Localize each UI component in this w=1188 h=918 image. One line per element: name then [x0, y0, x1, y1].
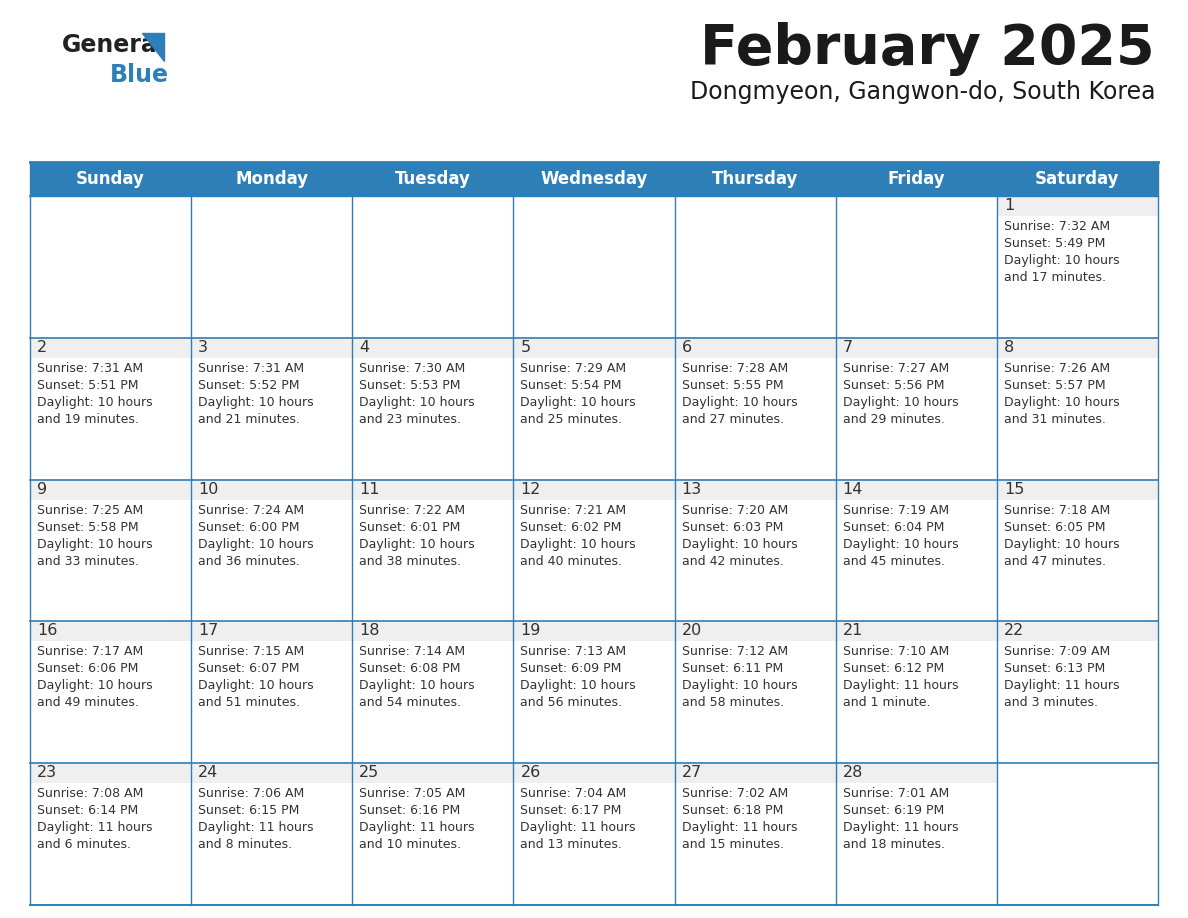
Text: 12: 12 — [520, 482, 541, 497]
Bar — [353, 763, 513, 783]
Text: Sunrise: 7:20 AM
Sunset: 6:03 PM
Daylight: 10 hours
and 42 minutes.: Sunrise: 7:20 AM Sunset: 6:03 PM Dayligh… — [682, 504, 797, 567]
Bar — [675, 621, 835, 642]
Text: Sunrise: 7:13 AM
Sunset: 6:09 PM
Daylight: 10 hours
and 56 minutes.: Sunrise: 7:13 AM Sunset: 6:09 PM Dayligh… — [520, 645, 636, 710]
Bar — [997, 338, 1158, 358]
Text: 3: 3 — [198, 340, 208, 354]
Text: Sunrise: 7:06 AM
Sunset: 6:15 PM
Daylight: 11 hours
and 8 minutes.: Sunrise: 7:06 AM Sunset: 6:15 PM Dayligh… — [198, 788, 314, 851]
Text: Wednesday: Wednesday — [541, 170, 647, 188]
Bar — [513, 763, 675, 783]
Bar — [191, 338, 353, 358]
Text: Sunrise: 7:02 AM
Sunset: 6:18 PM
Daylight: 11 hours
and 15 minutes.: Sunrise: 7:02 AM Sunset: 6:18 PM Dayligh… — [682, 788, 797, 851]
Bar — [513, 479, 675, 499]
Text: 24: 24 — [198, 766, 219, 780]
Bar — [30, 763, 191, 783]
Bar — [191, 479, 353, 499]
Text: 19: 19 — [520, 623, 541, 638]
Text: 10: 10 — [198, 482, 219, 497]
Text: Sunrise: 7:19 AM
Sunset: 6:04 PM
Daylight: 10 hours
and 45 minutes.: Sunrise: 7:19 AM Sunset: 6:04 PM Dayligh… — [842, 504, 959, 567]
Text: 7: 7 — [842, 340, 853, 354]
Bar — [675, 338, 835, 358]
Text: Sunrise: 7:21 AM
Sunset: 6:02 PM
Daylight: 10 hours
and 40 minutes.: Sunrise: 7:21 AM Sunset: 6:02 PM Dayligh… — [520, 504, 636, 567]
Bar — [353, 479, 513, 499]
Text: 23: 23 — [37, 766, 57, 780]
Text: General: General — [62, 33, 166, 57]
Bar — [835, 338, 997, 358]
Text: 9: 9 — [37, 482, 48, 497]
Text: 21: 21 — [842, 623, 864, 638]
Text: 16: 16 — [37, 623, 57, 638]
Text: 28: 28 — [842, 766, 864, 780]
Text: Sunrise: 7:28 AM
Sunset: 5:55 PM
Daylight: 10 hours
and 27 minutes.: Sunrise: 7:28 AM Sunset: 5:55 PM Dayligh… — [682, 362, 797, 426]
Bar — [997, 479, 1158, 499]
Bar — [30, 621, 191, 642]
Text: Sunrise: 7:17 AM
Sunset: 6:06 PM
Daylight: 10 hours
and 49 minutes.: Sunrise: 7:17 AM Sunset: 6:06 PM Dayligh… — [37, 645, 152, 710]
Bar — [30, 162, 1158, 196]
Text: 8: 8 — [1004, 340, 1015, 354]
Text: 6: 6 — [682, 340, 691, 354]
Text: Friday: Friday — [887, 170, 946, 188]
Text: 5: 5 — [520, 340, 531, 354]
Text: Sunrise: 7:24 AM
Sunset: 6:00 PM
Daylight: 10 hours
and 36 minutes.: Sunrise: 7:24 AM Sunset: 6:00 PM Dayligh… — [198, 504, 314, 567]
Text: 25: 25 — [359, 766, 379, 780]
Text: 11: 11 — [359, 482, 380, 497]
Bar — [30, 479, 191, 499]
Text: Sunrise: 7:25 AM
Sunset: 5:58 PM
Daylight: 10 hours
and 33 minutes.: Sunrise: 7:25 AM Sunset: 5:58 PM Dayligh… — [37, 504, 152, 567]
Text: 2: 2 — [37, 340, 48, 354]
Text: 17: 17 — [198, 623, 219, 638]
Text: Blue: Blue — [110, 63, 169, 87]
Bar — [353, 621, 513, 642]
Bar — [513, 338, 675, 358]
Text: Monday: Monday — [235, 170, 308, 188]
Text: Sunrise: 7:14 AM
Sunset: 6:08 PM
Daylight: 10 hours
and 54 minutes.: Sunrise: 7:14 AM Sunset: 6:08 PM Dayligh… — [359, 645, 475, 710]
Bar — [835, 479, 997, 499]
Bar — [997, 196, 1158, 216]
Text: 4: 4 — [359, 340, 369, 354]
Text: Sunrise: 7:15 AM
Sunset: 6:07 PM
Daylight: 10 hours
and 51 minutes.: Sunrise: 7:15 AM Sunset: 6:07 PM Dayligh… — [198, 645, 314, 710]
Text: Sunrise: 7:31 AM
Sunset: 5:51 PM
Daylight: 10 hours
and 19 minutes.: Sunrise: 7:31 AM Sunset: 5:51 PM Dayligh… — [37, 362, 152, 426]
Text: Sunrise: 7:01 AM
Sunset: 6:19 PM
Daylight: 11 hours
and 18 minutes.: Sunrise: 7:01 AM Sunset: 6:19 PM Dayligh… — [842, 788, 959, 851]
Text: Sunrise: 7:22 AM
Sunset: 6:01 PM
Daylight: 10 hours
and 38 minutes.: Sunrise: 7:22 AM Sunset: 6:01 PM Dayligh… — [359, 504, 475, 567]
Text: Sunrise: 7:05 AM
Sunset: 6:16 PM
Daylight: 11 hours
and 10 minutes.: Sunrise: 7:05 AM Sunset: 6:16 PM Dayligh… — [359, 788, 475, 851]
Text: 27: 27 — [682, 766, 702, 780]
Text: February 2025: February 2025 — [701, 22, 1155, 76]
Text: 22: 22 — [1004, 623, 1024, 638]
Text: Sunrise: 7:29 AM
Sunset: 5:54 PM
Daylight: 10 hours
and 25 minutes.: Sunrise: 7:29 AM Sunset: 5:54 PM Dayligh… — [520, 362, 636, 426]
Bar — [353, 338, 513, 358]
Text: Tuesday: Tuesday — [394, 170, 470, 188]
Bar — [513, 621, 675, 642]
Text: Dongmyeon, Gangwon-do, South Korea: Dongmyeon, Gangwon-do, South Korea — [689, 80, 1155, 104]
Text: 14: 14 — [842, 482, 864, 497]
Text: Sunrise: 7:18 AM
Sunset: 6:05 PM
Daylight: 10 hours
and 47 minutes.: Sunrise: 7:18 AM Sunset: 6:05 PM Dayligh… — [1004, 504, 1119, 567]
Text: 15: 15 — [1004, 482, 1024, 497]
Text: 20: 20 — [682, 623, 702, 638]
Text: Sunrise: 7:10 AM
Sunset: 6:12 PM
Daylight: 11 hours
and 1 minute.: Sunrise: 7:10 AM Sunset: 6:12 PM Dayligh… — [842, 645, 959, 710]
Bar — [675, 763, 835, 783]
Bar — [997, 621, 1158, 642]
Text: Sunrise: 7:30 AM
Sunset: 5:53 PM
Daylight: 10 hours
and 23 minutes.: Sunrise: 7:30 AM Sunset: 5:53 PM Dayligh… — [359, 362, 475, 426]
Text: Sunrise: 7:26 AM
Sunset: 5:57 PM
Daylight: 10 hours
and 31 minutes.: Sunrise: 7:26 AM Sunset: 5:57 PM Dayligh… — [1004, 362, 1119, 426]
Text: Sunrise: 7:09 AM
Sunset: 6:13 PM
Daylight: 11 hours
and 3 minutes.: Sunrise: 7:09 AM Sunset: 6:13 PM Dayligh… — [1004, 645, 1119, 710]
Bar — [835, 621, 997, 642]
Bar — [191, 763, 353, 783]
Text: Sunrise: 7:12 AM
Sunset: 6:11 PM
Daylight: 10 hours
and 58 minutes.: Sunrise: 7:12 AM Sunset: 6:11 PM Dayligh… — [682, 645, 797, 710]
Text: 26: 26 — [520, 766, 541, 780]
Text: 1: 1 — [1004, 198, 1015, 213]
Text: Sunrise: 7:31 AM
Sunset: 5:52 PM
Daylight: 10 hours
and 21 minutes.: Sunrise: 7:31 AM Sunset: 5:52 PM Dayligh… — [198, 362, 314, 426]
Bar — [835, 763, 997, 783]
Text: 18: 18 — [359, 623, 380, 638]
Text: Sunday: Sunday — [76, 170, 145, 188]
Text: Sunrise: 7:32 AM
Sunset: 5:49 PM
Daylight: 10 hours
and 17 minutes.: Sunrise: 7:32 AM Sunset: 5:49 PM Dayligh… — [1004, 220, 1119, 284]
Text: 13: 13 — [682, 482, 702, 497]
Text: Sunrise: 7:08 AM
Sunset: 6:14 PM
Daylight: 11 hours
and 6 minutes.: Sunrise: 7:08 AM Sunset: 6:14 PM Dayligh… — [37, 788, 152, 851]
Text: Sunrise: 7:27 AM
Sunset: 5:56 PM
Daylight: 10 hours
and 29 minutes.: Sunrise: 7:27 AM Sunset: 5:56 PM Dayligh… — [842, 362, 959, 426]
Bar — [191, 621, 353, 642]
Text: Saturday: Saturday — [1035, 170, 1119, 188]
Polygon shape — [143, 33, 164, 61]
Text: Thursday: Thursday — [712, 170, 798, 188]
Bar — [675, 479, 835, 499]
Text: Sunrise: 7:04 AM
Sunset: 6:17 PM
Daylight: 11 hours
and 13 minutes.: Sunrise: 7:04 AM Sunset: 6:17 PM Dayligh… — [520, 788, 636, 851]
Bar — [30, 338, 191, 358]
